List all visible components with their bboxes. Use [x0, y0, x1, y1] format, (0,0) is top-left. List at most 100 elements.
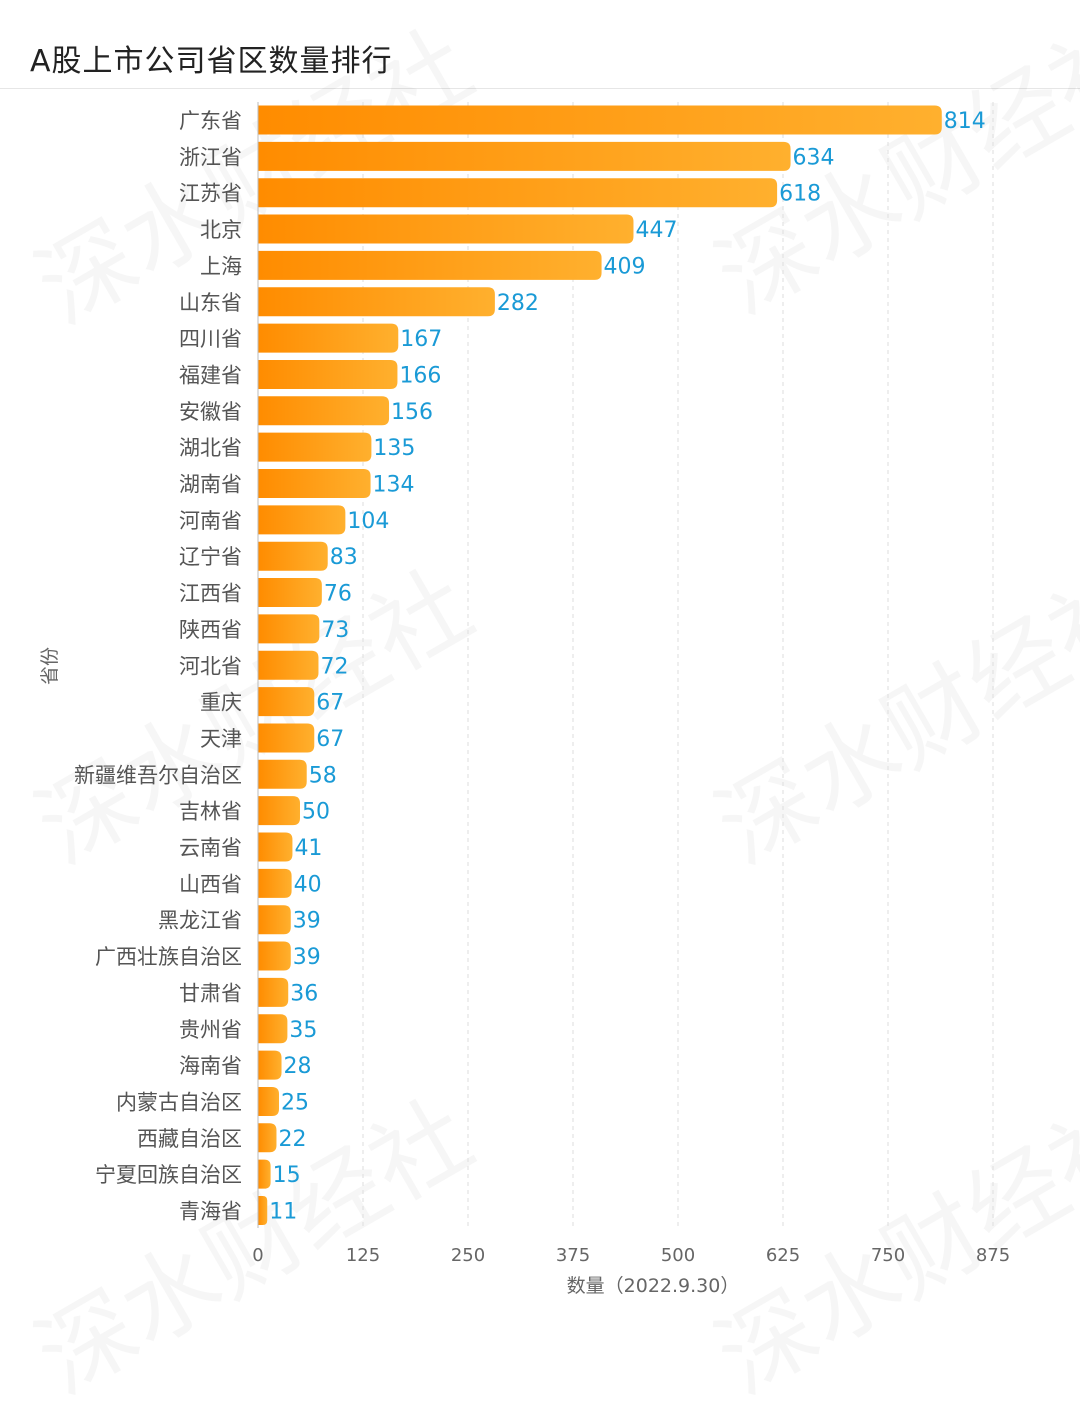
category-label: 宁夏回族自治区 [95, 1163, 242, 1187]
bar [258, 396, 390, 426]
value-label: 409 [604, 254, 646, 279]
bars: 814 634 618 447 409 282 167 166 156 135 134 104 83 76… [258, 105, 986, 1225]
bar [258, 614, 320, 644]
value-label: 618 [779, 182, 821, 207]
value-label: 22 [278, 1127, 306, 1152]
category-label: 甘肃省 [179, 981, 242, 1005]
category-label: 重庆 [200, 691, 242, 715]
bar [258, 1050, 282, 1080]
value-label: 634 [793, 145, 835, 170]
category-label: 安徽省 [179, 400, 242, 424]
x-axis-title: 数量（2022.9.30） [567, 1275, 740, 1297]
bar [258, 977, 289, 1007]
value-label: 134 [373, 473, 415, 498]
value-label: 104 [347, 509, 389, 534]
x-tick-label: 875 [976, 1245, 1010, 1266]
bar [258, 359, 398, 389]
value-label: 40 [294, 872, 322, 897]
category-label: 江西省 [179, 582, 242, 606]
bar [258, 941, 291, 971]
bar [258, 723, 315, 753]
value-label: 167 [400, 327, 442, 352]
value-label: 15 [273, 1163, 301, 1188]
axes: 0 125 250 375 500 625 750 875 广东省浙江省江苏省北京上海山东省四川… [74, 102, 1010, 1266]
value-label: 814 [944, 109, 986, 134]
value-label: 36 [290, 981, 318, 1006]
value-label: 35 [289, 1018, 317, 1043]
value-label: 50 [302, 800, 330, 825]
bar [258, 250, 602, 280]
category-label: 湖南省 [179, 473, 242, 497]
x-tick-label: 750 [871, 1245, 905, 1266]
bar [258, 323, 399, 353]
bar [258, 469, 371, 498]
value-label: 41 [294, 836, 322, 861]
value-label: 282 [497, 291, 539, 316]
value-label: 39 [293, 945, 321, 970]
category-label: 广东省 [179, 109, 242, 133]
bar [258, 687, 315, 717]
bar [258, 505, 346, 535]
category-label: 江苏省 [179, 182, 242, 206]
bar [258, 796, 300, 826]
bar-chart: 814 634 618 447 409 282 167 166 156 135 134 104 83 76… [39, 102, 1010, 1297]
bar [258, 868, 292, 898]
category-label: 河北省 [179, 654, 242, 678]
category-label: 四川省 [179, 327, 242, 351]
category-label: 辽宁省 [179, 545, 242, 569]
bar [258, 1159, 271, 1189]
value-label: 76 [324, 582, 352, 607]
category-label: 北京 [200, 218, 242, 242]
category-label: 山东省 [179, 291, 242, 315]
value-label: 83 [330, 545, 358, 570]
title-divider [0, 88, 1080, 89]
bar [258, 541, 328, 571]
category-label: 云南省 [179, 836, 242, 860]
category-label: 浙江省 [179, 145, 242, 169]
category-label: 河南省 [179, 509, 242, 533]
bar [258, 432, 372, 462]
category-label: 新疆维吾尔自治区 [74, 763, 242, 787]
category-label: 西藏自治区 [137, 1127, 242, 1151]
category-label: 湖北省 [179, 436, 242, 460]
category-label: 贵州省 [179, 1018, 242, 1042]
bar [258, 141, 791, 171]
value-label: 166 [399, 363, 441, 388]
category-label: 青海省 [179, 1200, 242, 1224]
value-label: 156 [391, 400, 433, 425]
bar [258, 905, 291, 935]
x-tick-label: 250 [451, 1245, 485, 1266]
category-label: 山西省 [179, 872, 242, 896]
x-tick-label: 125 [346, 1245, 380, 1266]
category-label: 天津 [200, 727, 242, 751]
value-label: 25 [281, 1090, 309, 1115]
y-axis-title: 省份 [39, 647, 61, 685]
x-tick-label: 375 [556, 1245, 590, 1266]
value-label: 447 [635, 218, 677, 243]
bar [258, 1014, 288, 1044]
x-tick-label: 625 [766, 1245, 800, 1266]
bar [258, 578, 322, 608]
value-label: 39 [293, 909, 321, 934]
bar [258, 1123, 277, 1153]
x-tick-label: 0 [252, 1245, 263, 1266]
value-label: 67 [316, 691, 344, 716]
x-tick-label: 500 [661, 1245, 695, 1266]
bar [258, 1196, 268, 1225]
category-label: 陕西省 [179, 618, 242, 642]
value-label: 72 [320, 654, 348, 679]
category-label: 吉林省 [179, 800, 242, 824]
category-label: 海南省 [179, 1054, 242, 1078]
category-label: 内蒙古自治区 [116, 1090, 242, 1114]
bar [258, 105, 942, 135]
bar [258, 287, 495, 317]
category-label: 福建省 [179, 363, 242, 387]
category-label: 黑龙江省 [158, 909, 242, 933]
bar [258, 650, 319, 680]
value-label: 73 [321, 618, 349, 643]
value-label: 67 [316, 727, 344, 752]
value-label: 58 [309, 763, 337, 788]
value-label: 28 [284, 1054, 312, 1079]
bar [258, 759, 307, 789]
category-label: 广西壮族自治区 [95, 945, 242, 969]
